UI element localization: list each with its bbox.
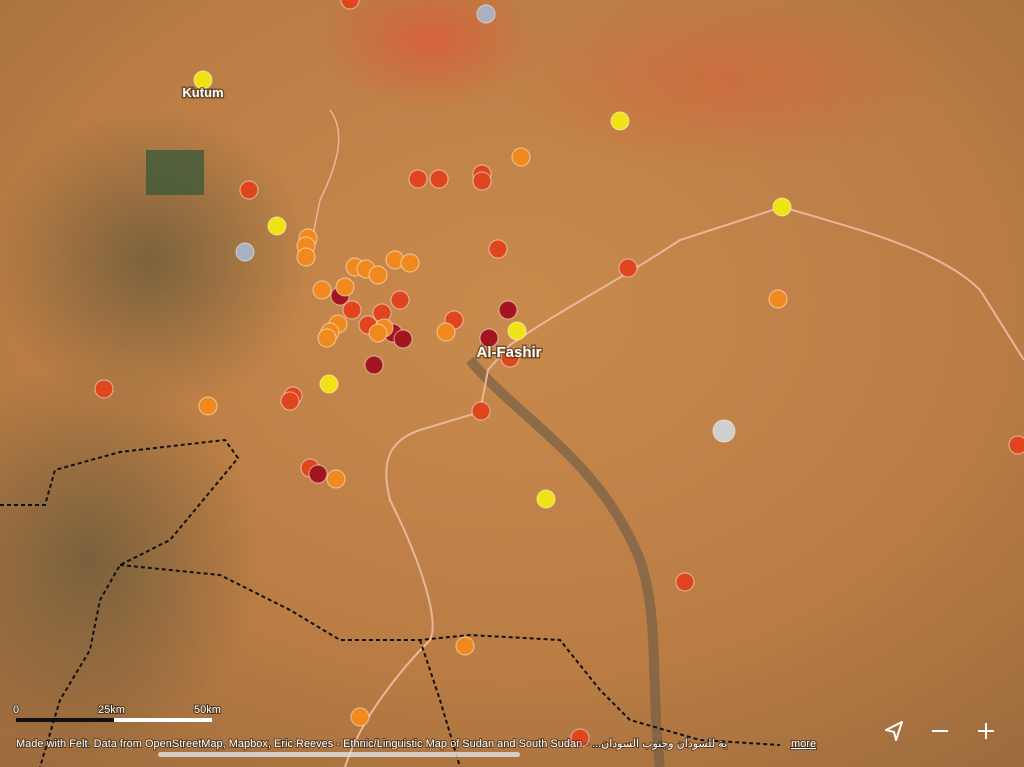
road [311, 109, 340, 241]
map-marker[interactable] [368, 265, 388, 285]
map-marker[interactable] [393, 329, 413, 349]
attribution: Made with Felt. Data from OpenStreetMap,… [16, 738, 727, 750]
map-marker[interactable] [768, 289, 788, 309]
map-marker[interactable] [618, 258, 638, 278]
vegetation [146, 150, 204, 195]
map-marker[interactable] [488, 239, 508, 259]
map-marker[interactable] [536, 489, 556, 509]
scale-bar [16, 718, 114, 722]
map-marker[interactable] [479, 328, 499, 348]
map-marker[interactable] [198, 396, 218, 416]
map-marker[interactable] [193, 70, 213, 90]
scale-bar [114, 718, 212, 722]
map-marker[interactable] [319, 374, 339, 394]
scale-label: 0 [13, 704, 19, 716]
map-marker[interactable] [368, 323, 388, 343]
markers [94, 0, 1024, 748]
map-marker[interactable] [390, 290, 410, 310]
map-marker[interactable] [498, 300, 518, 320]
zoom-in-button[interactable] [978, 723, 994, 739]
map-marker[interactable] [436, 322, 456, 342]
terrain-red [500, 0, 940, 170]
map-marker[interactable] [471, 401, 491, 421]
road [344, 205, 1024, 767]
map-marker[interactable] [712, 419, 736, 443]
map-marker[interactable] [280, 391, 300, 411]
wadi [466, 356, 665, 767]
scale-label: 50km [194, 704, 221, 716]
border [119, 564, 781, 746]
border [0, 438, 240, 767]
map-marker[interactable] [308, 464, 328, 484]
place-label: Al-Fashir [476, 344, 541, 361]
scale-label: 25km [98, 704, 125, 716]
map-marker[interactable] [342, 300, 362, 320]
map-marker[interactable] [335, 277, 355, 297]
map-marker[interactable] [408, 169, 428, 189]
map-marker[interactable] [350, 707, 370, 727]
attribution-link[interactable]: more [790, 737, 817, 751]
terrain-dark [0, 110, 310, 410]
map-marker[interactable] [429, 169, 449, 189]
map-marker[interactable] [326, 469, 346, 489]
map-marker[interactable] [570, 728, 590, 748]
place-label: Kutum [182, 85, 223, 100]
map-marker[interactable] [772, 197, 792, 217]
map-marker[interactable] [610, 111, 630, 131]
map-marker[interactable] [507, 321, 527, 341]
map-marker[interactable] [455, 636, 475, 656]
map-marker[interactable] [511, 147, 531, 167]
map-marker[interactable] [500, 348, 520, 368]
map-marker[interactable] [675, 572, 695, 592]
scrollbar [158, 752, 520, 757]
map-marker[interactable] [312, 280, 332, 300]
map-marker[interactable] [1008, 435, 1024, 455]
map-marker[interactable] [472, 171, 492, 191]
map-marker[interactable] [267, 216, 287, 236]
map-marker[interactable] [235, 242, 255, 262]
map-marker[interactable] [340, 0, 360, 10]
map-marker[interactable] [400, 253, 420, 273]
map-marker[interactable] [239, 180, 259, 200]
map-marker[interactable] [364, 355, 384, 375]
terrain-red [320, 0, 540, 110]
map-marker[interactable] [317, 328, 337, 348]
border [419, 639, 461, 767]
locate-button[interactable] [885, 721, 903, 741]
map-marker[interactable] [476, 4, 496, 24]
map-marker[interactable] [94, 379, 114, 399]
map-marker[interactable] [296, 247, 316, 267]
